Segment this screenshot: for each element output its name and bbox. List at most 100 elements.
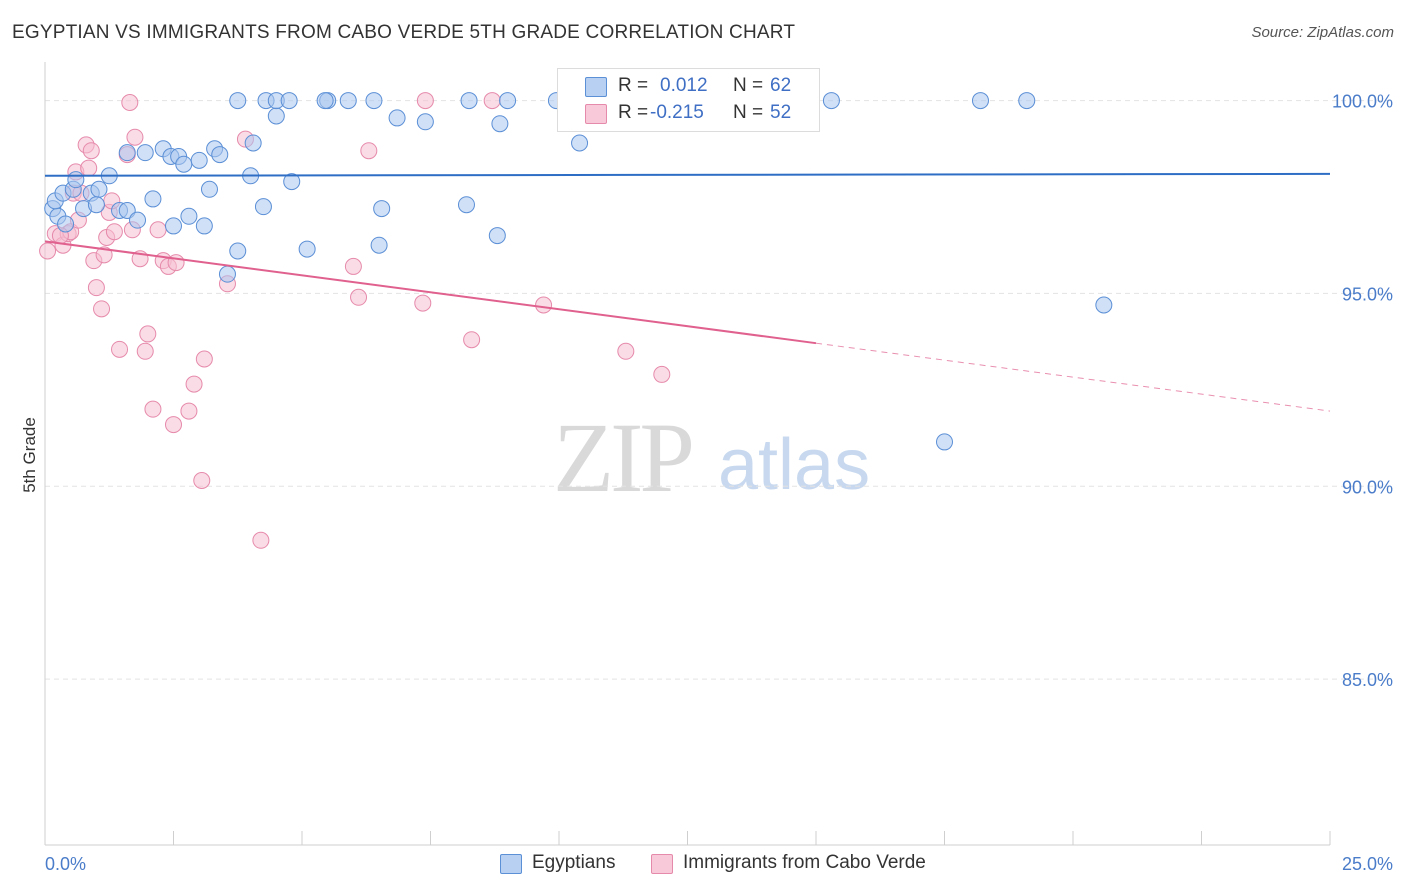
- egyptians-point: [971, 92, 989, 110]
- cabo-verde-point: [136, 342, 154, 360]
- egyptians-point: [165, 217, 182, 235]
- cabo-verde-point: [414, 294, 432, 312]
- egyptians-point: [90, 180, 108, 198]
- cabo-verde-point: [463, 331, 481, 349]
- cabo-verde-point: [95, 246, 113, 264]
- egyptians-point: [229, 92, 247, 110]
- legend-swatch-pink: [585, 104, 607, 124]
- cabo-verde-point: [193, 472, 211, 489]
- cabo-verde-point: [185, 375, 203, 393]
- legend-r-label: R =: [618, 75, 649, 96]
- legend-n-value: 62: [770, 75, 792, 96]
- egyptians-point: [298, 240, 316, 258]
- legend-swatch-blue: [585, 77, 607, 97]
- cabo-verde-point: [121, 94, 139, 111]
- tick-labels: 100.0% 95.0% 90.0% 85.0% 0.0% 25.0%: [45, 92, 1393, 874]
- cabo-verde-trend-line-extension: [815, 342, 1331, 412]
- cabo-verde-point: [149, 221, 167, 239]
- egyptians-point: [87, 196, 105, 214]
- y-tick-label: 100.0%: [1332, 92, 1393, 112]
- watermark-zip: ZIP: [553, 402, 695, 513]
- egyptians-point: [388, 109, 406, 127]
- cabo-verde-trend-line: [44, 240, 817, 345]
- cabo-verde-point: [653, 365, 671, 383]
- cabo-verde-point: [195, 350, 213, 368]
- cabo-verde-point: [87, 279, 105, 297]
- egyptians-point: [67, 171, 85, 189]
- bottom-legend-label: Immigrants from Cabo Verde: [683, 852, 926, 873]
- egyptians-point: [936, 433, 953, 451]
- y-axis-title: 5th Grade: [20, 417, 39, 493]
- legend-r-value: -0.215: [650, 102, 704, 123]
- egyptians-point: [190, 151, 208, 169]
- cabo-verde-point: [416, 92, 434, 110]
- legend-n-value: 52: [770, 102, 792, 123]
- egyptians-point: [370, 236, 388, 254]
- watermark-atlas: atlas: [718, 425, 871, 505]
- legend-n-label: N =: [733, 75, 764, 96]
- egyptians-point: [373, 200, 391, 218]
- cabo-verde-point: [126, 128, 144, 146]
- egyptians-point: [144, 190, 162, 208]
- egyptians-point: [218, 265, 236, 283]
- egyptians-point: [200, 180, 218, 198]
- egyptians-point: [244, 134, 262, 152]
- egyptians-point: [254, 198, 272, 216]
- axes: [44, 62, 1331, 846]
- cabo-verde-point: [617, 342, 635, 360]
- cabo-verde-point: [144, 400, 162, 418]
- series-cabo-verde-points: [39, 92, 671, 549]
- egyptians-point: [129, 211, 147, 229]
- legend-n-label: N =: [733, 102, 764, 123]
- y-tick-label: 95.0%: [1342, 284, 1393, 304]
- cabo-verde-point: [93, 300, 111, 318]
- egyptians-point: [118, 144, 136, 162]
- egyptians-point: [229, 242, 247, 260]
- egyptians-point: [822, 92, 840, 110]
- egyptians-point: [488, 227, 506, 245]
- egyptians-point: [1095, 296, 1113, 314]
- bottom-legend-swatch-blue: [500, 854, 522, 874]
- egyptians-point: [491, 115, 509, 133]
- correlation-legend: R = 0.012 N = 62 R = -0.215 N = 52: [557, 68, 820, 132]
- legend-row-cabo-verde: R = -0.215 N = 52: [558, 100, 819, 128]
- cabo-verde-point: [105, 223, 123, 241]
- egyptians-point: [283, 173, 301, 191]
- egyptians-point: [280, 92, 298, 110]
- bottom-legend-label: Egyptians: [532, 852, 616, 873]
- egyptians-point: [175, 155, 193, 173]
- cabo-verde-point: [39, 242, 57, 260]
- chart-title: EGYPTIAN VS IMMIGRANTS FROM CABO VERDE 5…: [12, 22, 796, 43]
- x-tick-label: 25.0%: [1342, 854, 1393, 874]
- cabo-verde-point: [252, 531, 270, 549]
- cabo-verde-point: [535, 296, 553, 314]
- egyptians-point: [571, 134, 589, 152]
- egyptians-trend-line: [44, 172, 1331, 177]
- egyptians-point: [1018, 92, 1036, 110]
- cabo-verde-point: [180, 402, 198, 420]
- cabo-verde-point: [483, 92, 501, 110]
- cabo-verde-point: [80, 159, 98, 177]
- trend-lines: [44, 172, 1331, 412]
- bottom-legend-swatch-pink: [651, 854, 673, 874]
- cabo-verde-point: [82, 142, 100, 160]
- legend-r-label: R =: [618, 102, 649, 123]
- egyptians-point: [136, 144, 154, 162]
- egyptians-point: [499, 92, 517, 110]
- cabo-verde-point: [360, 142, 378, 160]
- cabo-verde-point: [344, 257, 362, 275]
- legend-r-value: 0.012: [660, 75, 708, 96]
- cabo-verde-point: [111, 340, 129, 358]
- egyptians-point: [316, 92, 334, 110]
- y-tick-label: 85.0%: [1342, 670, 1393, 690]
- y-tick-label: 90.0%: [1342, 477, 1393, 497]
- cabo-verde-point: [350, 288, 368, 306]
- cabo-verde-point: [165, 416, 182, 434]
- egyptians-point: [57, 215, 75, 233]
- egyptians-point: [267, 107, 285, 125]
- series-egyptians-points: [44, 92, 1113, 451]
- cabo-verde-point: [139, 325, 157, 343]
- grid-lines: [45, 100, 1390, 680]
- legend-row-egyptians: R = 0.012 N = 62: [558, 73, 819, 101]
